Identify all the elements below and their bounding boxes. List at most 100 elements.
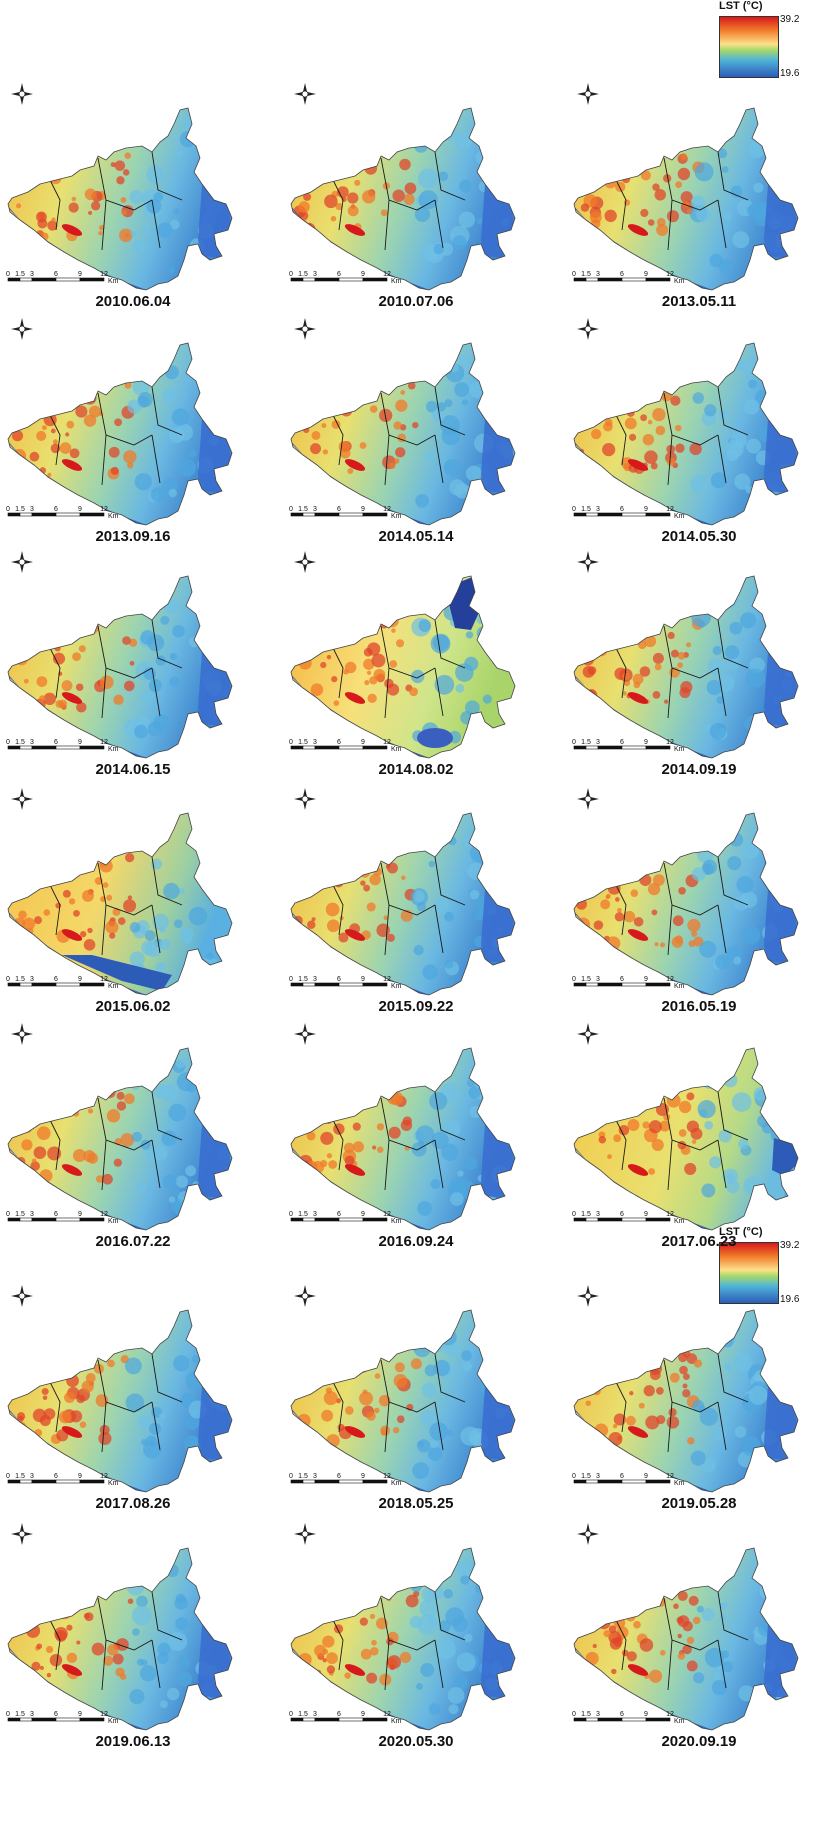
scale-tick-label: 3 — [596, 1211, 600, 1218]
map-date-label: 2016.07.22 — [95, 1233, 171, 1250]
north-arrow-icon — [294, 1023, 316, 1045]
scale-tick-label: 3 — [313, 1211, 317, 1218]
scale-tick-label: 6 — [54, 271, 58, 278]
north-arrow-icon — [11, 83, 33, 105]
lst-map-panel: 0 1.5 3 6 9 12 Km 2015.06.02 — [2, 785, 264, 1020]
legend-max-label: 39.2 — [780, 14, 800, 25]
lst-map-panel: 0 1.5 3 6 9 12 Km 2014.05.14 — [285, 315, 547, 550]
scale-tick-label: 6 — [620, 976, 624, 983]
scale-unit-label: Km — [674, 746, 685, 753]
scale-tick-label: 9 — [644, 1473, 648, 1480]
scale-tick-label: 1.5 — [581, 1711, 591, 1718]
scale-unit-label: Km — [674, 1718, 685, 1725]
scale-tick-label: 9 — [78, 1211, 82, 1218]
scale-tick-label: 6 — [337, 271, 341, 278]
scale-unit-label: Km — [391, 1718, 402, 1725]
scale-tick-label: 3 — [596, 739, 600, 746]
scale-tick-label: 3 — [313, 506, 317, 513]
scale-tick-label: 0 — [572, 1211, 576, 1218]
scale-tick-label: 3 — [313, 271, 317, 278]
scale-tick-label: 1.5 — [581, 739, 591, 746]
scale-tick-label: 12 — [666, 976, 674, 983]
lst-map-panel: 0 1.5 3 6 9 12 Km 2014.05.30 — [568, 315, 830, 550]
scale-tick-label: 12 — [383, 506, 391, 513]
north-arrow-icon — [294, 83, 316, 105]
scale-unit-label: Km — [108, 1480, 119, 1487]
scale-unit-label: Km — [108, 1218, 119, 1225]
scale-tick-label: 9 — [644, 1711, 648, 1718]
lst-map-panel: 0 1.5 3 6 9 12 Km 2015.09.22 — [285, 785, 547, 1020]
scale-tick-label: 9 — [644, 976, 648, 983]
map-date-label: 2019.05.28 — [661, 1495, 737, 1512]
legend-min-label: 19.6 — [780, 68, 800, 79]
lst-map-panel: 0 1.5 3 6 9 12 Km 2017.06.23 — [568, 1020, 830, 1255]
scale-tick-label: 1.5 — [15, 739, 25, 746]
scale-tick-label: 0 — [572, 271, 576, 278]
scale-tick-label: 9 — [644, 1211, 648, 1218]
legend-color-ramp — [719, 1242, 779, 1304]
scale-tick-label: 6 — [620, 506, 624, 513]
scale-tick-label: 9 — [361, 1711, 365, 1718]
scale-tick-label: 1.5 — [15, 1711, 25, 1718]
lst-map-panel: 0 1.5 3 6 9 12 Km 2016.07.22 — [2, 1020, 264, 1255]
scale-tick-label: 6 — [54, 1211, 58, 1218]
scale-tick-label: 6 — [54, 976, 58, 983]
scale-tick-label: 3 — [30, 1473, 34, 1480]
legend-title: LST (°C) — [719, 0, 763, 12]
map-date-label: 2017.08.26 — [95, 1495, 171, 1512]
north-arrow-icon — [577, 551, 599, 573]
scale-tick-label: 12 — [383, 1711, 391, 1718]
scale-tick-label: 12 — [383, 271, 391, 278]
scale-tick-label: 9 — [78, 1473, 82, 1480]
map-date-label: 2020.09.19 — [661, 1733, 737, 1750]
scale-tick-label: 3 — [30, 739, 34, 746]
scale-tick-label: 3 — [313, 739, 317, 746]
scale-tick-label: 1.5 — [15, 1211, 25, 1218]
scale-tick-label: 12 — [666, 506, 674, 513]
scale-tick-label: 9 — [361, 1211, 365, 1218]
scale-tick-label: 9 — [78, 506, 82, 513]
scale-unit-label: Km — [108, 513, 119, 520]
scale-tick-label: 0 — [6, 1711, 10, 1718]
legend-max-label: 39.2 — [780, 1240, 800, 1251]
scale-tick-label: 12 — [666, 271, 674, 278]
scale-tick-label: 9 — [78, 1711, 82, 1718]
north-arrow-icon — [294, 1285, 316, 1307]
scale-tick-label: 1.5 — [298, 739, 308, 746]
scale-tick-label: 3 — [30, 1211, 34, 1218]
scale-tick-label: 12 — [383, 1473, 391, 1480]
north-arrow-icon — [294, 551, 316, 573]
scale-tick-label: 0 — [289, 1711, 293, 1718]
map-date-label: 2019.06.13 — [95, 1733, 171, 1750]
scale-tick-label: 12 — [383, 739, 391, 746]
scale-tick-label: 6 — [54, 739, 58, 746]
scale-tick-label: 6 — [620, 1211, 624, 1218]
scale-tick-label: 3 — [313, 1473, 317, 1480]
scale-tick-label: 9 — [361, 739, 365, 746]
scale-unit-label: Km — [674, 513, 685, 520]
map-date-label: 2018.05.25 — [378, 1495, 454, 1512]
scale-unit-label: Km — [391, 746, 402, 753]
scale-unit-label: Km — [674, 1480, 685, 1487]
scale-tick-label: 1.5 — [15, 271, 25, 278]
scale-tick-label: 6 — [337, 506, 341, 513]
scale-unit-label: Km — [674, 983, 685, 990]
north-arrow-icon — [11, 318, 33, 340]
scale-tick-label: 6 — [337, 739, 341, 746]
